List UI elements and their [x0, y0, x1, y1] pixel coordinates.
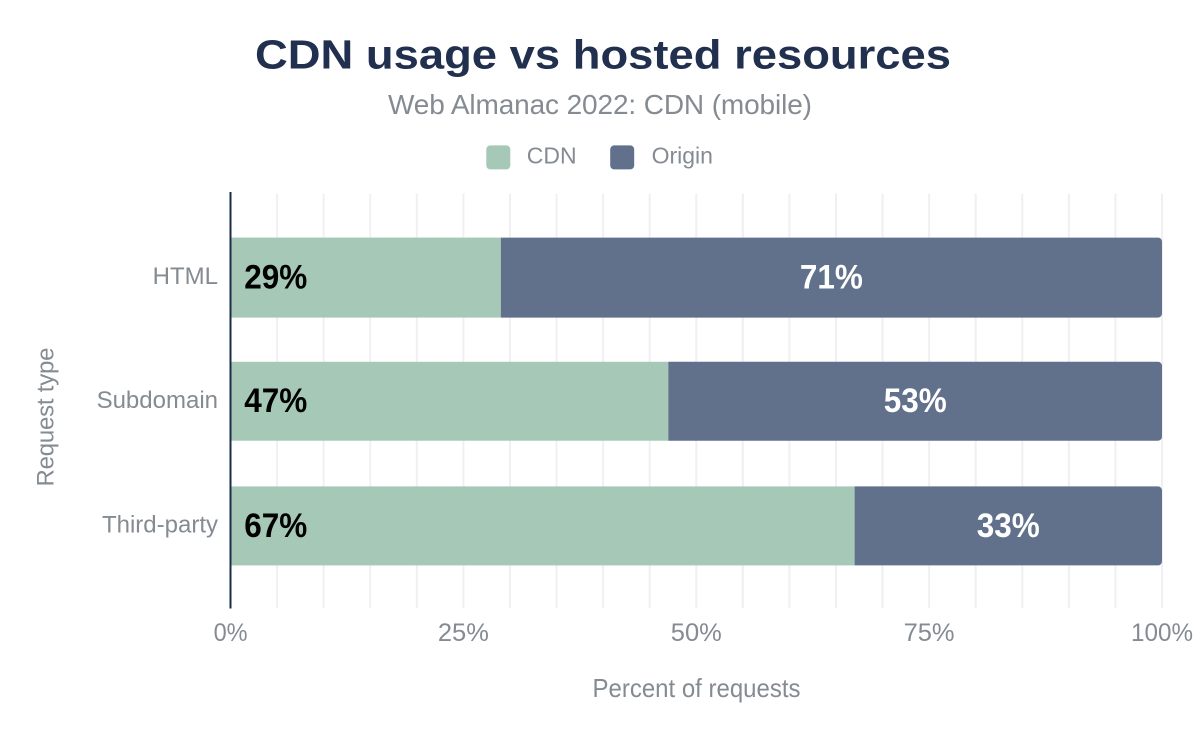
svg-text:53%: 53%	[884, 382, 947, 420]
svg-text:CDN: CDN	[527, 143, 577, 169]
svg-text:29%: 29%	[244, 259, 307, 297]
svg-text:Origin: Origin	[652, 143, 713, 169]
svg-text:CDN usage vs hosted resources: CDN usage vs hosted resources	[255, 32, 951, 78]
svg-text:Percent of requests: Percent of requests	[593, 673, 801, 703]
svg-text:75%: 75%	[904, 619, 955, 647]
svg-text:Third-party: Third-party	[102, 511, 218, 538]
svg-text:HTML: HTML	[153, 263, 218, 290]
svg-text:47%: 47%	[244, 382, 307, 420]
svg-text:71%: 71%	[800, 259, 863, 297]
svg-text:Request type: Request type	[33, 348, 60, 487]
svg-text:67%: 67%	[244, 507, 307, 545]
svg-text:Subdomain: Subdomain	[97, 387, 218, 414]
svg-text:50%: 50%	[671, 619, 722, 647]
svg-text:0%: 0%	[214, 619, 248, 647]
svg-text:100%: 100%	[1131, 619, 1193, 647]
svg-text:Web Almanac 2022: CDN (mobile): Web Almanac 2022: CDN (mobile)	[388, 89, 812, 120]
svg-text:33%: 33%	[977, 507, 1040, 545]
svg-text:25%: 25%	[438, 619, 489, 647]
